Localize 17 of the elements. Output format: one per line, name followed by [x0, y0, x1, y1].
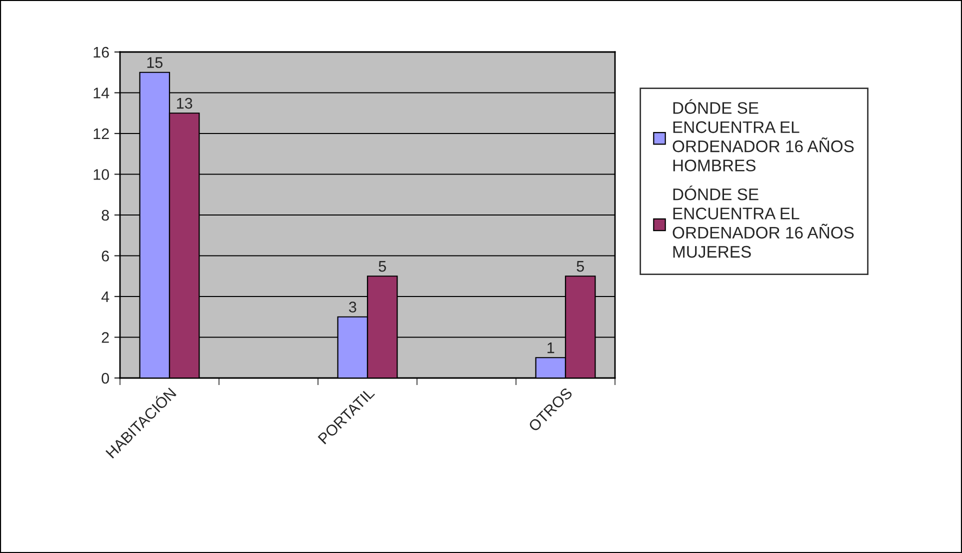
data-label: 13	[177, 98, 192, 109]
data-label: 5	[576, 261, 584, 272]
y-tick-label: 6	[102, 250, 109, 262]
y-tick-label: 8	[102, 210, 109, 221]
y-tick-label: 16	[94, 46, 109, 58]
data-label: 15	[147, 57, 163, 68]
y-tick-label: 2	[102, 332, 109, 343]
y-tick-label: 10	[94, 169, 109, 180]
legend-label: DÓNDE SE ENCUENTRA EL ORDENADOR 16 AÑOS MUJERES	[672, 186, 854, 258]
y-tick-label: 0	[102, 372, 109, 384]
y-tick-label: 14	[94, 88, 110, 98]
data-label: 1	[548, 342, 554, 354]
y-tick-label: 12	[94, 128, 109, 140]
y-tick-label: 4	[101, 292, 110, 302]
data-label: 3	[348, 302, 356, 312]
data-label: 5	[378, 261, 386, 272]
legend-label: DÓNDE SE ENCUENTRA EL ORDENADOR 16 AÑOS HOMBRES	[672, 99, 854, 172]
